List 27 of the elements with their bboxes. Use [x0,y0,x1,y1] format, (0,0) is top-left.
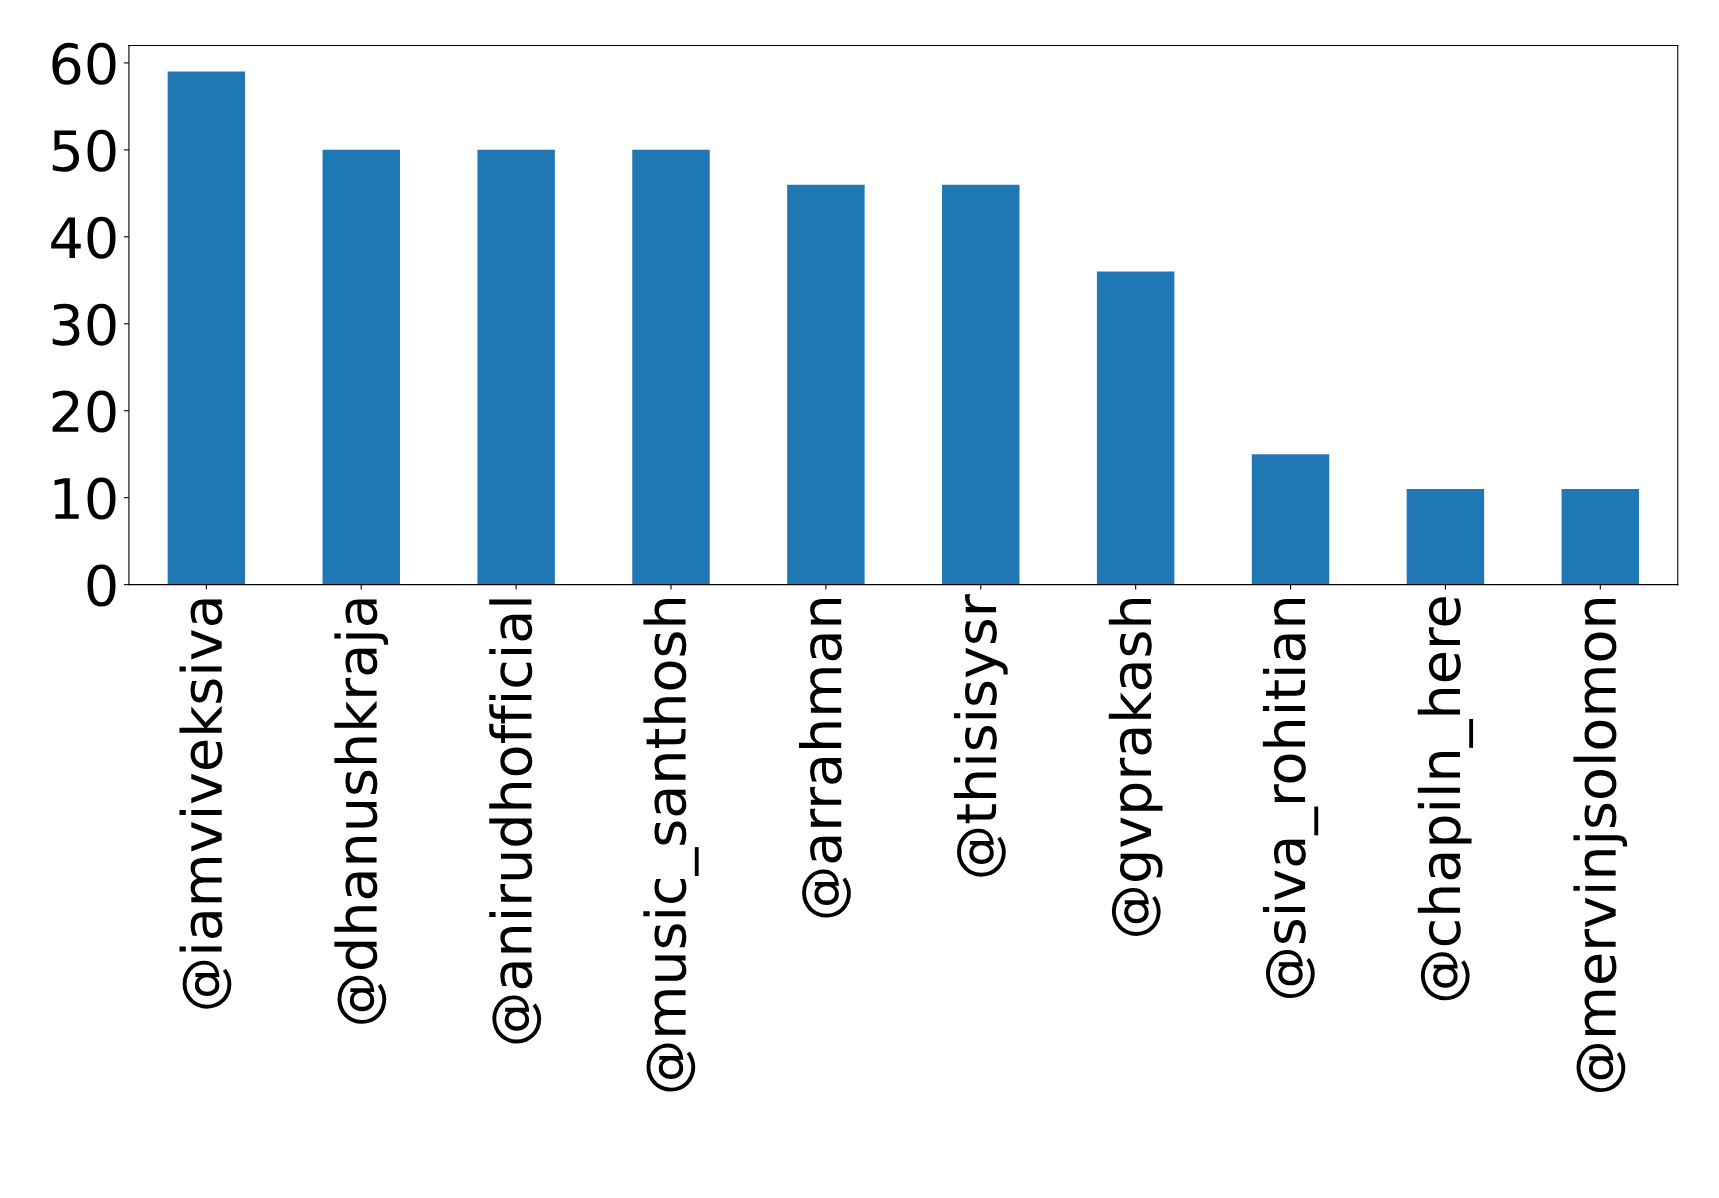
y-tick-label: 20 [52,390,116,433]
x-tick-label: @chapiln_here [1417,597,1474,1001]
y-tick-label: 60 [52,42,116,85]
x-tick-label: @thisisysr [953,594,1008,877]
bar [1096,271,1175,585]
x-tick-label: @iamviveksiva [179,599,232,1009]
bar [1251,454,1330,585]
bar [632,149,710,585]
y-tick-label: 50 [52,129,116,172]
bar [322,149,400,585]
x-tick-label: @music_santhosh [643,599,699,1092]
y-tick-label: 0 [87,564,116,607]
y-tick-label: 40 [51,216,116,259]
bar [787,184,865,585]
y-tick-label: 30 [52,303,116,346]
bar [1561,488,1640,585]
bar [477,149,555,585]
x-tick-label: @mervinjsolomon [1573,599,1628,1093]
x-tick-label: @dhanushkraja [334,599,389,1024]
x-tick-label: @siva_rohitian [1262,599,1319,999]
x-tick-label: @arrahman [799,599,851,918]
bar [1406,488,1485,585]
x-tick-label: @anirudhofficial [489,599,542,1044]
bar [942,184,1020,585]
bar [167,71,246,585]
y-tick-label: 10 [54,477,116,520]
x-tick-label: @gvprakash [1108,599,1163,936]
